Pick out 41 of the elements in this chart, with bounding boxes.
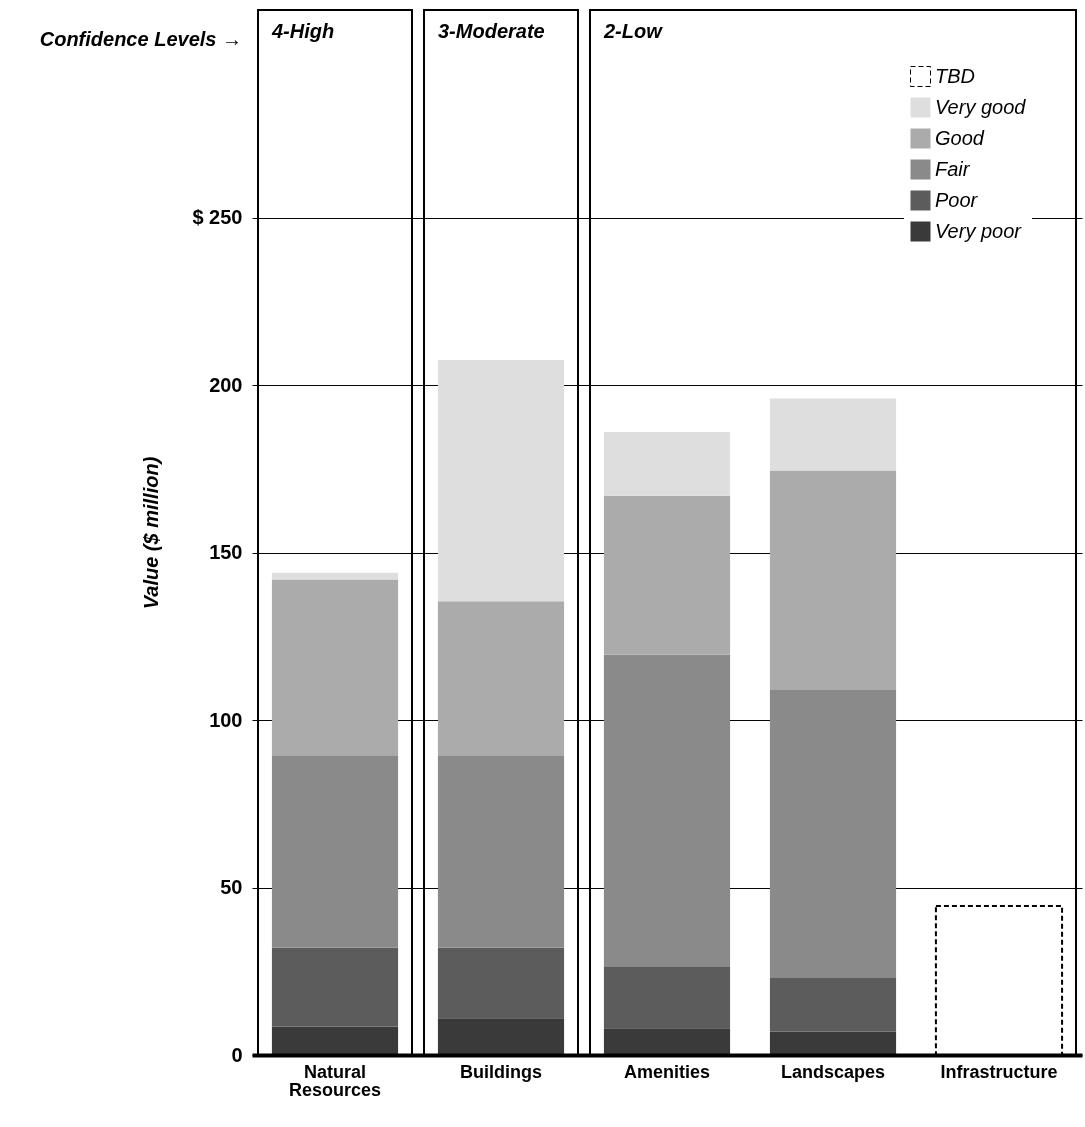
legend-label: TBD — [935, 64, 975, 87]
bar — [603, 654, 731, 967]
bar — [271, 579, 399, 756]
x-tick-label: Amenities — [623, 1061, 711, 1082]
legend-label: Very poor — [935, 219, 1023, 242]
y-tick-label: 100 — [209, 708, 243, 731]
legend-label: Good — [935, 126, 985, 149]
legend-label: Fair — [935, 157, 971, 180]
bar — [437, 947, 565, 1019]
bar — [271, 1026, 399, 1055]
bar — [603, 495, 731, 655]
bar — [769, 1031, 897, 1055]
bar — [769, 398, 897, 471]
band-label: 4-High — [271, 20, 335, 42]
bar — [271, 755, 399, 948]
text: Confidence Levels → — [39, 28, 242, 50]
y-tick-label: 150 — [209, 541, 243, 564]
x-tick-label: Natural Resources — [288, 1061, 382, 1100]
bar — [271, 947, 399, 1027]
bar — [603, 432, 731, 496]
bar — [437, 601, 565, 756]
x-tick-label: Buildings — [460, 1061, 542, 1082]
x-tick-label: Infrastructure — [940, 1061, 1058, 1082]
legend-label: Poor — [935, 188, 979, 211]
band-label: 2-Low — [603, 20, 664, 42]
bar — [769, 689, 897, 978]
bar — [769, 977, 897, 1032]
band-label: 3-Moderate — [438, 20, 545, 42]
legend-label: Very good — [935, 95, 1027, 118]
x-tick-label: Landscapes — [780, 1061, 886, 1082]
bar — [769, 470, 897, 690]
y-tick-label: 0 — [231, 1043, 243, 1066]
y-tick-label: $ 250 — [192, 206, 243, 229]
y-axis-title: Value ($ million) — [140, 456, 163, 610]
y-tick-label: 200 — [209, 373, 243, 396]
bar — [437, 755, 565, 948]
y-tick-label: 50 — [220, 876, 243, 899]
bar — [437, 1018, 565, 1055]
bar — [603, 966, 731, 1029]
bar — [437, 360, 565, 602]
bar — [603, 1028, 731, 1055]
